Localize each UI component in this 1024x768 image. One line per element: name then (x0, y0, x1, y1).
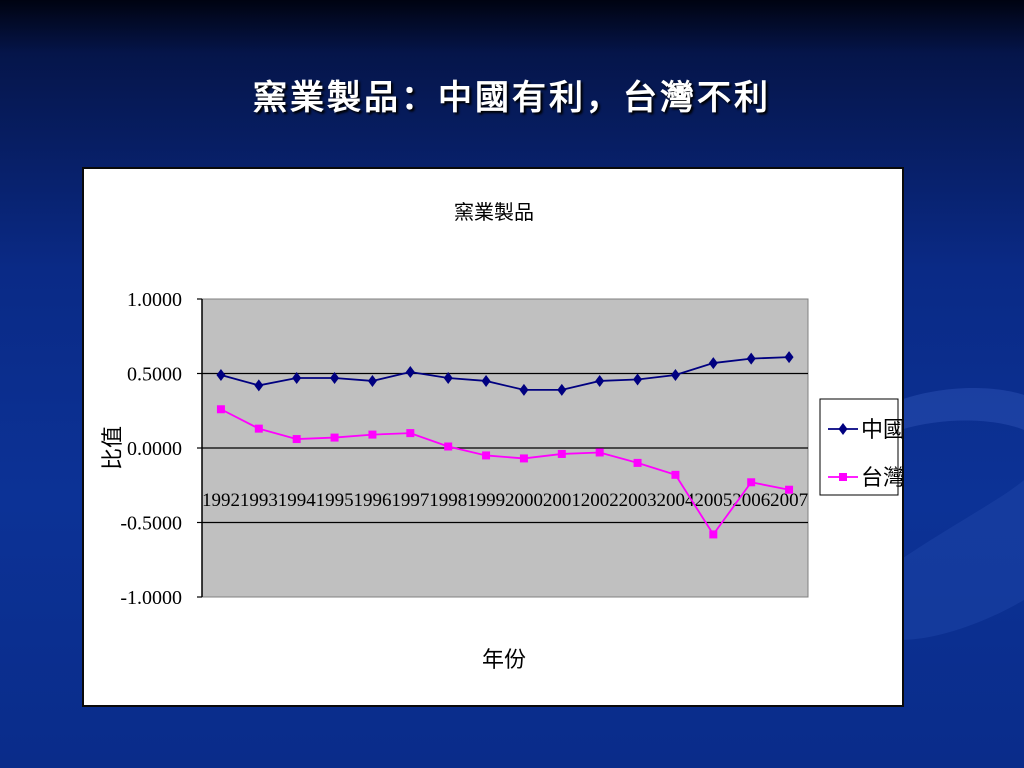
data-point (330, 433, 339, 442)
data-point (633, 458, 642, 467)
x-axis-ticks: 1992 1993 1994 1995 1996 1997 1998 1999 2000 2001… (202, 490, 808, 511)
data-point (784, 351, 794, 364)
data-point (292, 435, 301, 444)
x-tick-label: 2000 (505, 490, 543, 511)
data-point (708, 357, 718, 370)
data-point (482, 451, 491, 460)
series-lines (216, 351, 794, 539)
y-tick-label: 0.5000 (127, 364, 182, 386)
x-tick-label: 1997 (391, 490, 429, 511)
data-point (254, 379, 264, 392)
x-tick-label: 1999 (467, 490, 505, 511)
x-tick-label: 2005 (694, 490, 732, 511)
legend-label: 中國 (861, 417, 902, 442)
data-point (254, 424, 263, 433)
y-tick-label: 0.0000 (127, 438, 182, 460)
x-tick-label: 1993 (240, 490, 278, 511)
data-point (368, 430, 377, 439)
legend-label: 台灣 (861, 465, 902, 490)
data-point (292, 371, 302, 384)
x-tick-label: 2002 (581, 490, 619, 511)
data-point (595, 374, 605, 387)
data-point (406, 429, 415, 438)
x-tick-label: 1995 (316, 490, 354, 511)
data-point (709, 530, 718, 539)
data-point (367, 374, 377, 387)
data-point (747, 478, 756, 487)
x-tick-label: 2003 (619, 490, 657, 511)
y-tick-label: 1.0000 (127, 289, 182, 311)
data-point (444, 442, 453, 451)
data-point (519, 454, 528, 463)
chart-title: 窯業製品 (454, 201, 534, 224)
y-axis-title: 比值 (100, 426, 125, 470)
x-tick-label: 2001 (543, 490, 581, 511)
series-line (220, 408, 790, 537)
slide-title: 窯業製品：中國有利，台灣不利 (253, 78, 771, 118)
data-point (216, 368, 226, 381)
x-tick-label: 2007 (770, 490, 808, 511)
data-point (595, 448, 604, 457)
chart-panel: 窯業製品 1.0000 0.5000 0.0000 -0.5000 -1.0000 19… (82, 167, 904, 707)
legend-box (819, 398, 899, 496)
x-tick-label: 1992 (202, 490, 240, 511)
x-tick-label: 2004 (656, 490, 695, 511)
y-tick-label: -1.0000 (120, 587, 182, 609)
data-point (330, 371, 340, 384)
data-point (216, 405, 225, 414)
x-axis-title: 年份 (482, 647, 526, 672)
data-point (405, 366, 415, 379)
data-point (671, 470, 680, 479)
x-tick-label: 1994 (278, 490, 317, 511)
data-point (481, 374, 491, 387)
legend-marker (838, 423, 848, 435)
x-tick-label: 1998 (429, 490, 467, 511)
series-line (220, 356, 790, 391)
legend-marker (839, 473, 847, 481)
data-point (557, 449, 566, 458)
y-axis-ticks: 1.0000 0.5000 0.0000 -0.5000 -1.0000 (120, 289, 202, 609)
gridlines (202, 372, 808, 524)
data-point (633, 373, 643, 386)
x-tick-label: 1996 (353, 490, 391, 511)
data-point (519, 383, 529, 396)
y-tick-label: -0.5000 (120, 513, 182, 535)
data-point (746, 352, 756, 365)
line-chart: 窯業製品 1.0000 0.5000 0.0000 -0.5000 -1.0000 19… (100, 201, 902, 672)
data-point (557, 383, 567, 396)
data-point (785, 485, 794, 494)
data-point (670, 368, 680, 381)
data-point (443, 371, 453, 384)
